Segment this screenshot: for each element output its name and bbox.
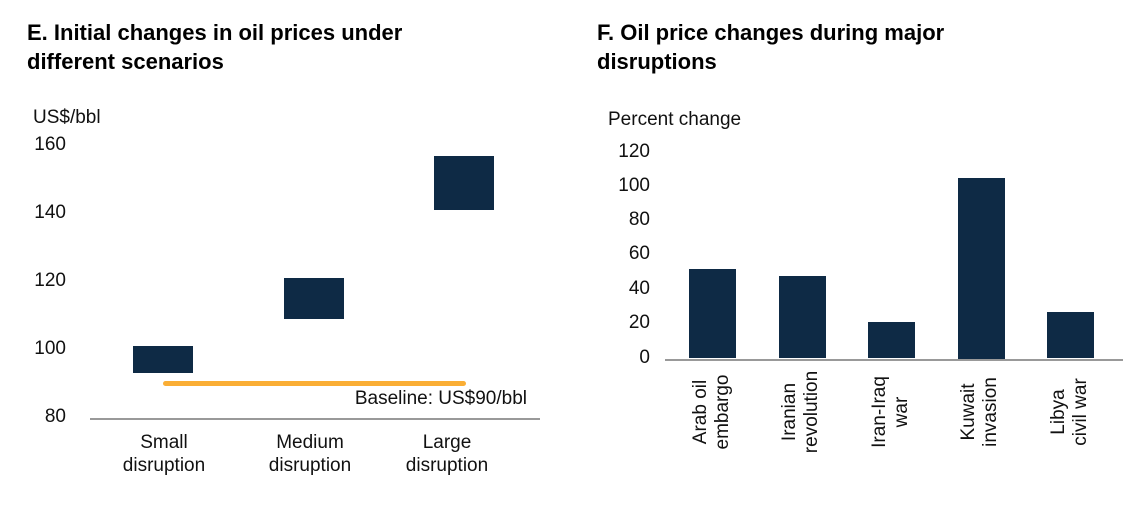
x-category-label-medium-line1: Medium xyxy=(276,432,344,453)
x-category-label-medium-line2: disruption xyxy=(268,455,352,476)
bar-kuwait-invasion xyxy=(957,178,1005,359)
x-category-label-iranian-revolution: Iranian revolution xyxy=(779,352,825,472)
panel-f-title-line2: disruptions xyxy=(597,49,717,74)
bar-libya-civil-war xyxy=(1047,312,1094,359)
panel-f-title-line1: F. Oil price changes during major xyxy=(597,20,945,45)
x-category-label-libya-civil-war-line2: civil war xyxy=(1069,378,1091,446)
x-category-label-libya-civil-war: Libya civil war xyxy=(1048,352,1094,472)
x-category-label-large-line1: Large xyxy=(422,432,472,453)
x-category-label-iranian-revolution-line1: Iranian xyxy=(779,382,800,442)
x-category-label-large-line2: disruption xyxy=(405,455,489,476)
panel-e-ytick-100: 100 xyxy=(34,338,66,359)
panel-e-title-line2: different scenarios xyxy=(27,49,224,74)
bar-iran-iraq-war xyxy=(868,322,915,359)
baseline-label: Baseline: US$90/bbl xyxy=(354,388,527,409)
panel-f-ytick-0: 0 xyxy=(639,347,650,368)
x-category-label-kuwait-invasion: Kuwait invasion xyxy=(958,352,1004,472)
x-category-label-iran-iraq-war-line1: Iran-Iraq xyxy=(868,376,890,448)
panel-f-title: F. Oil price changes during major disrup… xyxy=(597,18,944,76)
x-category-label-arab-oil-embargo-line2: embargo xyxy=(711,374,733,450)
x-category-label-arab-oil-embargo-line1: Arab oil xyxy=(689,379,711,445)
x-category-label-medium: Medium disruption xyxy=(245,431,375,477)
panel-e-ytick-80: 80 xyxy=(44,406,66,427)
x-category-label-iran-iraq-war: Iran-Iraq war xyxy=(869,352,915,472)
x-category-label-arab-oil-embargo: Arab oil embargo xyxy=(690,352,736,472)
panel-f-ytick-80: 80 xyxy=(628,209,650,230)
baseline-line xyxy=(163,381,466,386)
x-category-label-kuwait-invasion-line1: Kuwait xyxy=(958,383,979,441)
x-category-label-small: Small disruption xyxy=(99,431,229,477)
x-category-label-small-line1: Small xyxy=(140,432,188,453)
x-category-label-kuwait-invasion-line2: invasion xyxy=(980,377,1001,447)
bar-arab-oil-embargo xyxy=(689,269,736,359)
range-bar-large-disruption xyxy=(434,155,494,211)
panel-e-ytick-140: 140 xyxy=(34,202,66,223)
range-bar-small-disruption xyxy=(133,346,193,374)
panel-f-ytick-60: 60 xyxy=(628,243,650,264)
panel-e-title-line1: E. Initial changes in oil prices under xyxy=(27,20,403,45)
x-category-label-iran-iraq-war-line2: war xyxy=(890,396,912,428)
panel-e-title: E. Initial changes in oil prices under d… xyxy=(27,18,402,76)
panel-e-y-axis-unit: US$/bbl xyxy=(33,107,101,128)
x-category-label-libya-civil-war-line1: Libya xyxy=(1047,389,1069,435)
panel-e-x-axis xyxy=(90,418,540,420)
x-category-label-large: Large disruption xyxy=(382,431,512,477)
panel-e-ytick-120: 120 xyxy=(34,270,66,291)
panel-f-y-axis-unit: Percent change xyxy=(608,109,742,130)
panel-f-ytick-20: 20 xyxy=(628,312,650,333)
panel-f-x-axis xyxy=(665,359,1123,361)
x-category-label-small-line2: disruption xyxy=(122,455,206,476)
panel-f-ytick-40: 40 xyxy=(628,278,650,299)
panel-e-ytick-160: 160 xyxy=(34,134,66,155)
bar-iranian-revolution xyxy=(778,276,826,359)
panel-f-ytick-100: 100 xyxy=(618,175,650,196)
panel-f-ytick-120: 120 xyxy=(618,141,650,162)
x-category-label-iranian-revolution-line2: revolution xyxy=(801,370,822,454)
range-bar-medium-disruption xyxy=(284,278,344,319)
